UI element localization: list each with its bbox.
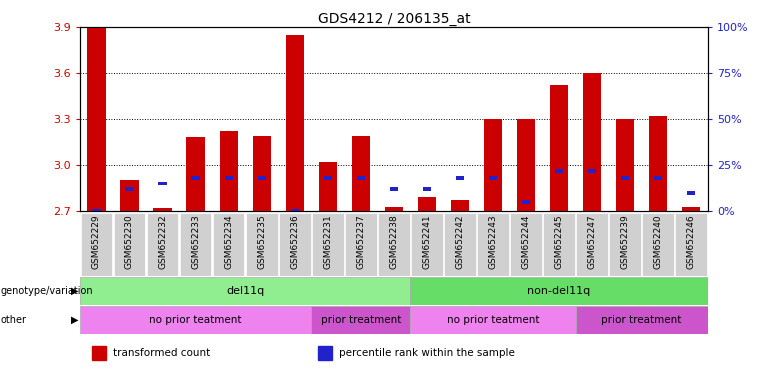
Bar [489,176,497,180]
Bar [158,182,167,185]
Text: percentile rank within the sample: percentile rank within the sample [339,348,514,358]
Text: GSM652238: GSM652238 [390,214,398,269]
Text: ▶: ▶ [71,314,78,325]
Text: GSM652244: GSM652244 [521,214,530,269]
FancyBboxPatch shape [610,212,641,276]
FancyBboxPatch shape [147,212,178,276]
Bar [550,85,568,211]
Text: GSM652236: GSM652236 [290,214,299,269]
Bar [120,180,139,211]
Bar [323,176,332,180]
FancyBboxPatch shape [312,212,344,276]
Bar [687,191,696,195]
Text: GSM652241: GSM652241 [422,214,431,269]
FancyBboxPatch shape [80,306,311,333]
Bar [126,187,134,191]
Bar [88,27,106,211]
Bar [253,136,271,211]
FancyBboxPatch shape [246,212,278,276]
Text: GSM652234: GSM652234 [224,214,233,269]
Text: other: other [1,314,27,325]
FancyBboxPatch shape [675,212,707,276]
Bar [418,197,436,211]
Bar [649,116,667,211]
Bar [192,176,199,180]
Bar [319,162,337,211]
Bar [616,119,634,211]
FancyBboxPatch shape [311,306,410,333]
Bar [654,176,662,180]
Bar [92,209,100,213]
Bar [682,207,700,211]
FancyBboxPatch shape [81,212,113,276]
Bar [456,176,464,180]
Text: GSM652247: GSM652247 [587,214,597,269]
Text: GSM652232: GSM652232 [158,214,167,269]
FancyBboxPatch shape [180,212,212,276]
Bar [224,176,233,180]
Bar [517,119,535,211]
Text: GSM652243: GSM652243 [489,214,498,269]
Bar [93,346,107,360]
FancyBboxPatch shape [213,212,244,276]
FancyBboxPatch shape [410,306,575,333]
Text: GSM652246: GSM652246 [686,214,696,269]
Text: GSM652245: GSM652245 [555,214,564,269]
Bar [357,176,365,180]
Bar [555,169,563,172]
Text: GSM652229: GSM652229 [92,214,101,269]
Text: prior treatment: prior treatment [601,314,682,325]
FancyBboxPatch shape [411,212,443,276]
Text: GSM652239: GSM652239 [621,214,629,269]
Bar [154,208,171,211]
Bar [352,136,370,211]
Bar [423,187,431,191]
Text: transformed count: transformed count [113,348,210,358]
FancyBboxPatch shape [510,212,542,276]
FancyBboxPatch shape [576,212,608,276]
FancyBboxPatch shape [575,306,708,333]
Text: prior treatment: prior treatment [320,314,401,325]
FancyBboxPatch shape [410,277,708,305]
Text: GSM652237: GSM652237 [356,214,365,269]
Text: GSM652233: GSM652233 [191,214,200,269]
Text: non-del11q: non-del11q [527,286,591,296]
Bar [588,169,596,172]
Text: no prior teatment: no prior teatment [149,314,242,325]
Bar [522,200,530,204]
Text: GSM652235: GSM652235 [257,214,266,269]
FancyBboxPatch shape [345,212,377,276]
FancyBboxPatch shape [113,212,145,276]
FancyBboxPatch shape [378,212,409,276]
Bar [291,209,299,213]
Text: del11q: del11q [226,286,264,296]
Bar [219,131,237,211]
FancyBboxPatch shape [80,277,410,305]
FancyBboxPatch shape [477,212,509,276]
Bar [319,346,333,360]
Bar [484,119,502,211]
Bar [385,207,403,211]
FancyBboxPatch shape [543,212,575,276]
Bar [186,137,205,211]
FancyBboxPatch shape [444,212,476,276]
Bar [451,200,469,211]
Bar [285,35,304,211]
Bar [257,176,266,180]
Title: GDS4212 / 206135_at: GDS4212 / 206135_at [317,12,470,26]
Bar [621,176,629,180]
FancyBboxPatch shape [279,212,310,276]
Text: no prior teatment: no prior teatment [447,314,540,325]
FancyBboxPatch shape [642,212,674,276]
Text: GSM652231: GSM652231 [323,214,333,269]
Bar [390,187,398,191]
Text: GSM652242: GSM652242 [455,214,464,269]
Text: GSM652240: GSM652240 [654,214,663,269]
Bar [583,73,601,211]
Text: GSM652230: GSM652230 [125,214,134,269]
Text: ▶: ▶ [71,286,78,296]
Text: genotype/variation: genotype/variation [1,286,94,296]
